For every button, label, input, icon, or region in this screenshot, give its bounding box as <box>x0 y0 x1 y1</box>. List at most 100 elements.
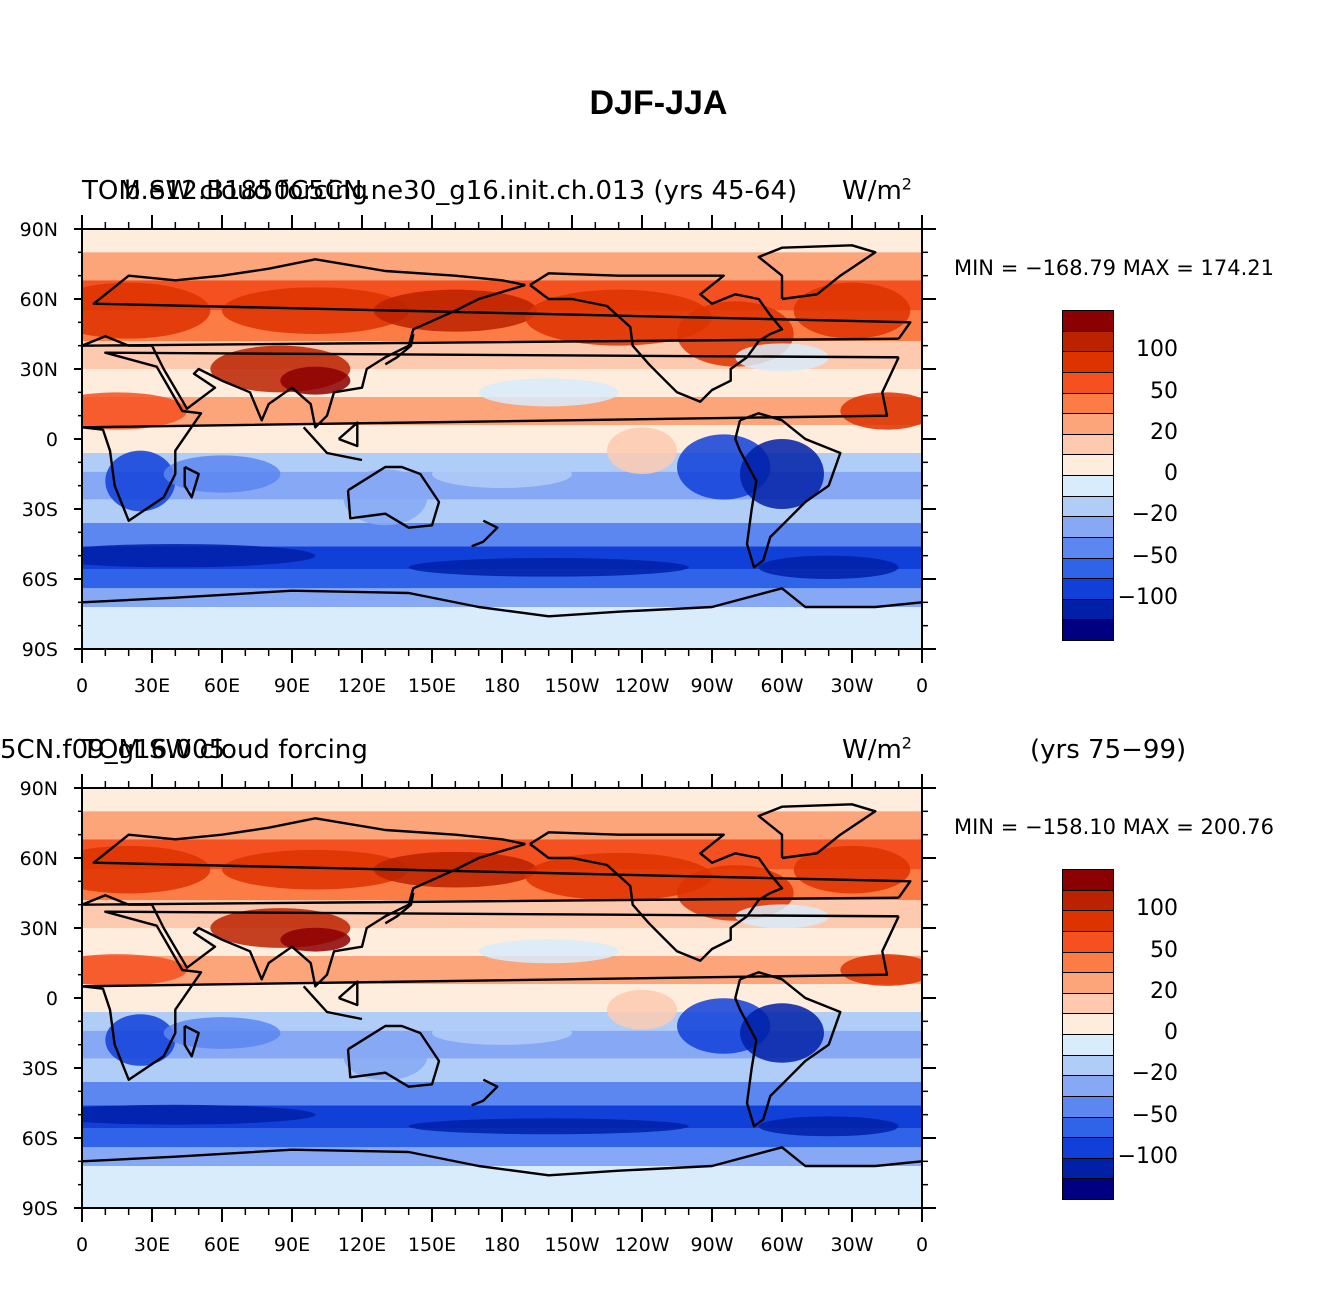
panel-2-colorbar <box>1062 869 1114 1200</box>
coastline <box>529 272 784 403</box>
field-region <box>793 282 911 339</box>
coastline <box>337 421 359 448</box>
coastline <box>384 892 415 925</box>
map-panel-2: 5CN.f09_g16.005 TOM SW cloud forcing W/m… <box>0 559 1317 1256</box>
colorbar-label: −20 <box>1131 1061 1178 1087</box>
x-tick-label: 60E <box>204 1234 240 1256</box>
y-tick-label: 0 <box>46 988 58 1010</box>
colorbar-swatch <box>1062 869 1114 890</box>
x-tick-label: 120E <box>338 675 386 697</box>
colorbar-swatch <box>1062 1013 1114 1034</box>
field-band <box>82 229 922 253</box>
field-region <box>82 544 316 568</box>
colorbar-swatch <box>1062 495 1114 517</box>
colorbar-swatch <box>1062 1137 1114 1158</box>
x-tick-label: 180 <box>484 675 520 697</box>
coastline <box>346 1024 441 1088</box>
field-region <box>432 460 572 488</box>
coastline <box>92 817 912 899</box>
field-band <box>82 1058 922 1082</box>
field-region <box>280 366 351 395</box>
field-band <box>82 1082 922 1106</box>
field-region <box>607 989 677 1030</box>
colorbar-swatch <box>1062 310 1114 331</box>
colorbar-swatch <box>1062 1034 1114 1055</box>
field-band <box>82 499 922 523</box>
field-band <box>82 788 922 812</box>
x-tick-label: 30W <box>831 675 874 697</box>
panel-2-min-max: MIN = −158.10 MAX = 200.76 <box>954 815 1275 839</box>
panel-1-min-max: MIN = −168.79 MAX = 174.21 <box>954 256 1275 280</box>
y-tick-label: 90S <box>22 639 58 661</box>
y-tick-label: 0 <box>46 429 58 451</box>
x-tick-label: 120E <box>338 1234 386 1256</box>
x-tick-label: 90W <box>691 675 734 697</box>
y-tick-label: 30N <box>20 918 58 940</box>
field-band <box>82 607 922 649</box>
field-region <box>222 287 409 334</box>
y-tick-label: 60S <box>22 569 58 591</box>
coastline <box>302 985 363 1021</box>
y-tick-label: 90N <box>20 778 58 800</box>
map-panel-1: TOM SW cloud forcing b.e12.B1850C5CN.ne3… <box>0 0 1317 697</box>
panel-2-units: W/m2 <box>842 733 912 765</box>
x-tick-label: 0 <box>76 675 88 697</box>
y-tick-label: 30N <box>20 359 58 381</box>
y-tick-label: 60N <box>20 848 58 870</box>
field-band <box>82 1128 922 1148</box>
coastline <box>757 244 877 301</box>
panel-2-years: (yrs 75−99) <box>1030 735 1187 765</box>
colorbar-swatch <box>1062 516 1114 537</box>
field-region <box>478 378 619 407</box>
coastline <box>92 258 912 340</box>
x-tick-label: 180 <box>484 1234 520 1256</box>
field-region <box>163 455 281 493</box>
y-tick-label: 90S <box>22 1198 58 1220</box>
coastline <box>734 971 842 1128</box>
panel-1-units: W/m2 <box>842 174 912 206</box>
x-tick-label: 150E <box>408 675 456 697</box>
x-tick-label: 0 <box>76 1234 88 1256</box>
colorbar-label: −50 <box>1131 543 1178 569</box>
colorbar-swatch <box>1062 392 1114 414</box>
colorbar-swatch <box>1062 454 1114 475</box>
colorbar-swatch <box>1062 330 1114 352</box>
field-region <box>82 845 211 894</box>
colorbar-swatch <box>1062 951 1114 973</box>
x-tick-label: 30W <box>831 1234 874 1256</box>
colorbar-swatch <box>1062 992 1114 1014</box>
field-region <box>607 427 677 474</box>
y-tick-label: 60N <box>20 289 58 311</box>
panel-1-variable-label: TOM SW cloud forcing <box>82 176 368 206</box>
x-tick-label: 120W <box>614 675 669 697</box>
field-region <box>840 392 922 430</box>
colorbar-swatch <box>1062 1178 1114 1200</box>
x-tick-label: 150E <box>408 1234 456 1256</box>
panel-1-map: 90N 60N 30N 0 30S 60S 90S 0 30E 60E 90E 120E 150E 180… <box>20 215 936 697</box>
x-tick-label: 0 <box>916 1234 928 1256</box>
coastline <box>734 412 842 569</box>
x-tick-label: 30E <box>134 1234 170 1256</box>
field-region <box>82 392 187 430</box>
panel-2-variable-label: TOM SW cloud forcing <box>82 735 368 765</box>
colorbar-swatch <box>1062 972 1114 993</box>
field-region <box>408 1118 689 1135</box>
panel-2-map: 90N 60N 30N 0 30S 60S 90S 0 30E 60E 90E 120E 150E 180… <box>20 774 936 1256</box>
colorbar-swatch <box>1062 910 1114 931</box>
field-region <box>408 558 689 577</box>
field-band <box>82 1147 922 1166</box>
field-band <box>82 588 922 607</box>
field-region <box>840 954 922 986</box>
colorbar-label: 100 <box>1136 896 1178 922</box>
field-region <box>82 1104 316 1125</box>
colorbar-label: 50 <box>1150 378 1178 404</box>
colorbar-swatch <box>1062 1054 1114 1076</box>
field-region <box>105 1014 176 1066</box>
field-region <box>478 939 619 964</box>
field-region <box>222 849 409 890</box>
coastline <box>302 426 363 462</box>
field-region <box>343 1032 428 1081</box>
colorbar-label: 100 <box>1136 337 1178 363</box>
field-region <box>280 927 351 952</box>
coastline <box>529 831 784 962</box>
